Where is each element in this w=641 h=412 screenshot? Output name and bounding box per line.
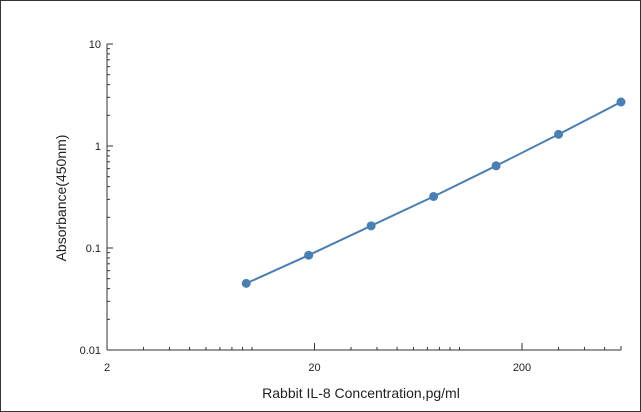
data-point [304,250,314,260]
data-point [616,97,626,107]
x-tick-label: 20 [308,362,320,374]
y-axis-title: Absorbance(450nm) [53,135,69,262]
x-axis-title: Rabbit IL-8 Concentration,pg/ml [262,385,460,401]
data-point [554,129,564,139]
y-tick-label: 10 [89,39,101,51]
y-tick-label: 0.1 [86,243,101,255]
data-point [429,191,439,201]
y-tick-label: 1 [95,141,101,153]
x-tick-label: 200 [513,362,531,374]
ticks: 0.01 0.1 1 10 2 20 200 [80,39,622,374]
data-point [491,161,501,171]
data-point [366,221,376,231]
axes [106,44,621,351]
plot-area [241,97,626,288]
x-tick-label: 2 [104,362,110,374]
y-tick-label: 0.01 [80,345,101,357]
data-point [241,278,251,288]
